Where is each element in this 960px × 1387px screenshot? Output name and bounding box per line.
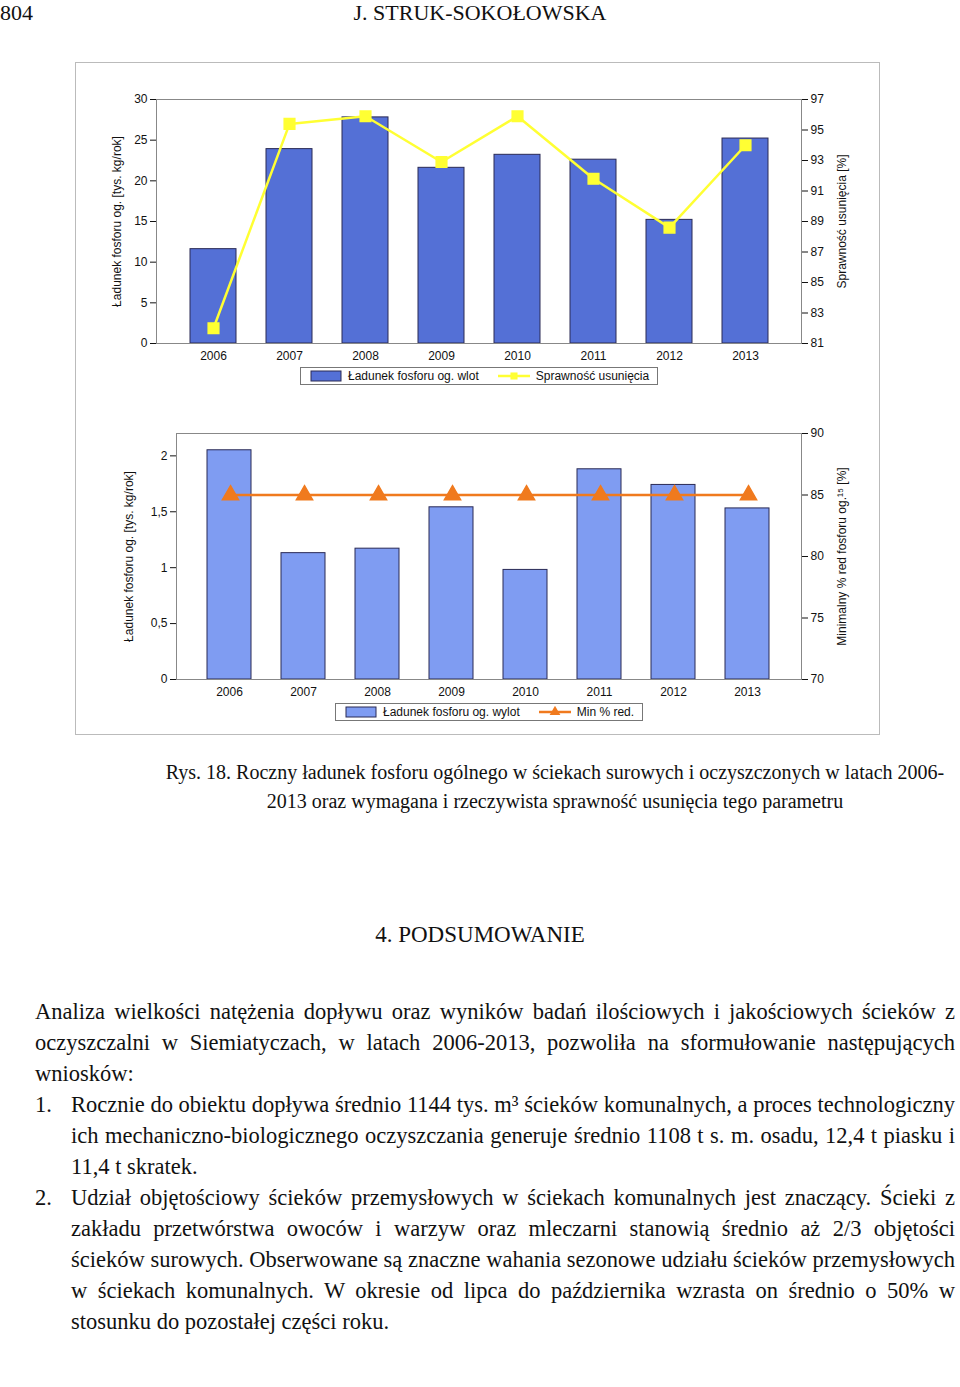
- svg-text:Minimalny % red fosforu og.¹⁵: Minimalny % red fosforu og.¹⁵ [%]: [835, 467, 849, 645]
- html-text:Rys. 18. Roczny ładunek fosfor: Rys. 18. Roczny ładunek fosforu ogólnego…: [165, 761, 945, 812]
- svg-text:20: 20: [134, 174, 148, 188]
- html-text:Sprawność usunięcia: Sprawność usunięcia: [535, 369, 650, 383]
- html-text:2.: 2.: [35, 1185, 52, 1210]
- svg-text:2011: 2011: [581, 349, 607, 363]
- svg-text:2008: 2008: [364, 685, 391, 699]
- svg-text:75: 75: [811, 611, 825, 625]
- svg-text:2012: 2012: [656, 349, 683, 363]
- svg-text:89: 89: [811, 214, 825, 228]
- svg-text:2008: 2008: [352, 349, 379, 363]
- svg-text:30: 30: [134, 92, 148, 106]
- html-text:J. STRUK-SOKOŁOWSKA: J. STRUK-SOKOŁOWSKA: [353, 0, 607, 25]
- svg-text:2013: 2013: [734, 685, 761, 699]
- svg-text:2010: 2010: [512, 685, 539, 699]
- svg-text:80: 80: [811, 549, 825, 563]
- svg-text:85: 85: [811, 275, 825, 289]
- svg-text:2: 2: [161, 449, 168, 463]
- svg-text:97: 97: [811, 92, 825, 106]
- svg-text:15: 15: [134, 214, 148, 228]
- svg-text:1: 1: [161, 561, 168, 575]
- html-text:Rocznie do obiektu dopływa śre: Rocznie do obiektu dopływa średnio 1144 …: [71, 1092, 955, 1179]
- svg-text:Sprawność usunięcia [%]: Sprawność usunięcia [%]: [835, 154, 849, 288]
- svg-text:93: 93: [811, 153, 825, 167]
- svg-text:Ładunek fosforu og. [tys. kg/r: Ładunek fosforu og. [tys. kg/rok]: [110, 136, 124, 307]
- html-text:804: 804: [0, 0, 33, 25]
- svg-text:Ładunek fosforu og. [tys. kg/r: Ładunek fosforu og. [tys. kg/rok]: [122, 471, 136, 642]
- svg-text:0,5: 0,5: [151, 616, 168, 630]
- svg-text:0: 0: [161, 672, 168, 686]
- html-text:Ładunek fosforu og. wylot: Ładunek fosforu og. wylot: [383, 705, 520, 719]
- html-text:4. PODSUMOWANIE: 4. PODSUMOWANIE: [375, 922, 585, 947]
- html-text:Udział objętościowy ścieków pr: Udział objętościowy ścieków przemysłowyc…: [71, 1185, 955, 1334]
- html-text:1.: 1.: [35, 1092, 52, 1117]
- html-text:Analiza wielkości natężenia do: Analiza wielkości natężenia dopływu oraz…: [35, 999, 955, 1086]
- svg-text:2009: 2009: [438, 685, 465, 699]
- svg-text:95: 95: [811, 123, 825, 137]
- svg-text:83: 83: [811, 306, 825, 320]
- svg-text:5: 5: [141, 296, 148, 310]
- svg-text:2010: 2010: [504, 349, 531, 363]
- svg-text:25: 25: [134, 133, 148, 147]
- svg-text:2011: 2011: [587, 685, 613, 699]
- svg-text:91: 91: [811, 184, 825, 198]
- svg-text:1,5: 1,5: [151, 505, 168, 519]
- html-text:Ładunek fosforu og. wlot: Ładunek fosforu og. wlot: [348, 369, 479, 383]
- svg-text:85: 85: [811, 488, 825, 502]
- svg-text:2006: 2006: [200, 349, 227, 363]
- svg-text:87: 87: [811, 245, 825, 259]
- svg-text:2007: 2007: [290, 685, 317, 699]
- svg-text:0: 0: [141, 336, 148, 350]
- svg-text:10: 10: [134, 255, 148, 269]
- svg-text:2006: 2006: [216, 685, 243, 699]
- svg-text:2013: 2013: [732, 349, 759, 363]
- svg-text:2012: 2012: [660, 685, 687, 699]
- svg-text:81: 81: [811, 336, 825, 350]
- svg-text:2007: 2007: [276, 349, 303, 363]
- svg-text:2009: 2009: [428, 349, 455, 363]
- svg-text:70: 70: [811, 672, 825, 686]
- svg-text:90: 90: [811, 426, 825, 440]
- html-text:Min % red.: Min % red.: [576, 705, 635, 719]
